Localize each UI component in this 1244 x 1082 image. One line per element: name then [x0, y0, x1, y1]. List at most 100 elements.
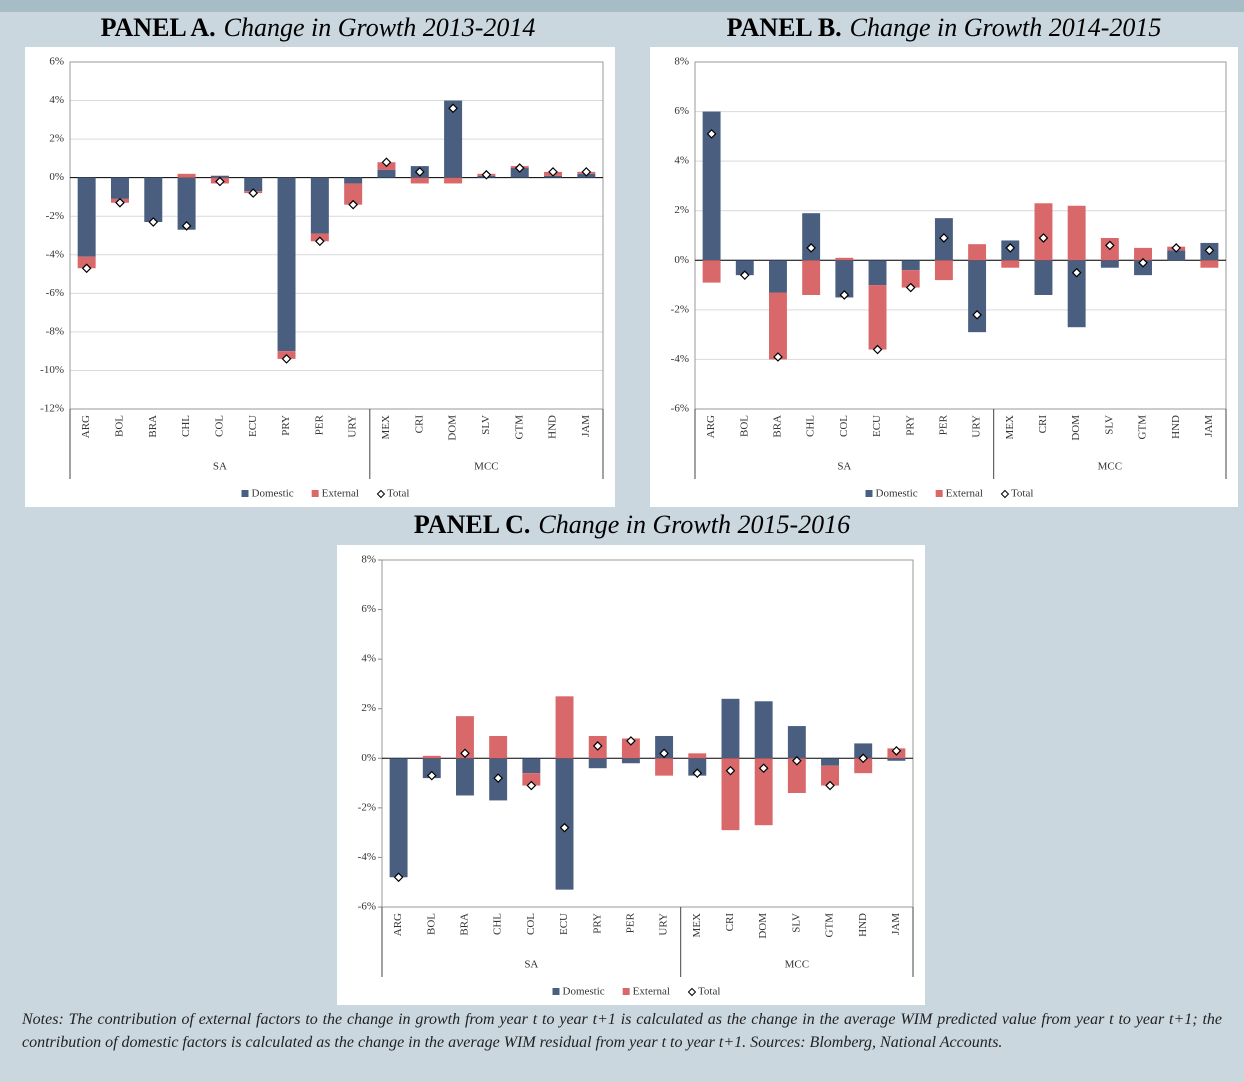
- bar-segment: [754, 701, 773, 759]
- total-marker: [939, 233, 949, 243]
- legend-label: External: [633, 986, 670, 998]
- total-marker: [806, 243, 817, 253]
- x-tick-label: DOM: [1070, 415, 1082, 441]
- legend-swatch: [311, 490, 319, 497]
- total-marker: [393, 872, 404, 883]
- y-tick-label: 2%: [49, 133, 64, 145]
- bar-segment: [1034, 260, 1053, 295]
- y-tick-label: 2%: [361, 702, 376, 714]
- bar-segment: [754, 758, 773, 826]
- bar-segment: [588, 758, 607, 769]
- bar-segment: [310, 177, 329, 234]
- total-marker: [739, 270, 750, 281]
- y-tick-label: -6%: [358, 901, 376, 913]
- bar-segment: [555, 696, 574, 759]
- bar-segment: [868, 285, 887, 350]
- x-tick-label: BRA: [147, 415, 159, 438]
- bar-segment: [721, 698, 740, 759]
- group-label: SA: [213, 461, 227, 473]
- total-marker: [773, 352, 783, 362]
- chart-title: PANEL C. Change in Growth 2015-2016: [414, 510, 850, 539]
- bar-segment: [1167, 250, 1186, 261]
- total-marker: [905, 282, 916, 293]
- panel-label: PANEL C.: [414, 510, 531, 539]
- total-marker: [659, 748, 669, 759]
- x-tick-label: HND: [1170, 415, 1182, 439]
- bar-segment: [77, 177, 96, 257]
- legend-label: Domestic: [876, 488, 918, 500]
- notes: Notes: The contribution of external fact…: [22, 1011, 1222, 1051]
- x-tick-label: JAM: [580, 415, 592, 437]
- x-tick-label: CRI: [413, 415, 425, 434]
- x-tick-label: URY: [658, 913, 670, 936]
- y-tick-label: 0%: [674, 254, 689, 266]
- x-tick-label: DOM: [757, 913, 769, 939]
- total-marker: [314, 236, 325, 247]
- total-marker: [1104, 240, 1115, 251]
- total-marker: [825, 780, 835, 791]
- total-marker: [348, 199, 359, 210]
- bar-segment: [721, 758, 740, 831]
- bar-segment: [177, 173, 196, 178]
- bar-segment: [1067, 205, 1086, 261]
- bar-segment: [389, 758, 408, 878]
- total-marker: [872, 344, 883, 355]
- total-marker: [791, 755, 802, 766]
- y-tick-label: -2%: [358, 801, 376, 813]
- bar-segment: [456, 758, 474, 796]
- total-marker: [559, 822, 570, 833]
- group-label: MCC: [1098, 461, 1122, 473]
- total-marker: [839, 290, 850, 300]
- total-marker: [514, 163, 525, 173]
- total-marker: [460, 748, 470, 759]
- bar-segment: [444, 100, 463, 178]
- bar-segment: [934, 260, 953, 281]
- chart-title: PANEL A. Change in Growth 2013-2014: [101, 13, 536, 42]
- bar-segment: [489, 735, 508, 759]
- x-tick-label: CRI: [1037, 415, 1049, 434]
- total-marker: [972, 309, 982, 320]
- legend-label: Total: [698, 986, 720, 998]
- x-tick-label: BOL: [425, 913, 437, 935]
- bar-segment: [787, 726, 806, 759]
- bar-segment: [1100, 260, 1119, 268]
- legend-label: Total: [387, 488, 409, 500]
- x-tick-label: URY: [347, 415, 359, 438]
- bar-segment: [621, 738, 640, 759]
- total-marker: [1138, 257, 1148, 268]
- legend-swatch: [552, 988, 560, 995]
- bar-segment: [655, 758, 674, 776]
- total-marker: [581, 167, 592, 177]
- y-tick-label: -12%: [40, 403, 64, 415]
- legend-marker: [1000, 489, 1010, 499]
- bar-segment: [735, 260, 754, 276]
- bar-segment: [821, 758, 839, 766]
- bar-segment: [901, 270, 920, 288]
- x-tick-label: DOM: [447, 415, 459, 441]
- legend-swatch: [622, 988, 630, 995]
- bar-segment: [802, 213, 821, 261]
- legend-swatch: [241, 490, 249, 497]
- bar-segment: [655, 735, 674, 759]
- bar-segment: [1200, 260, 1219, 268]
- bar-segment: [410, 177, 429, 184]
- y-tick-label: -4%: [46, 248, 64, 260]
- y-tick-label: 0%: [361, 752, 376, 764]
- y-tick-label: 4%: [49, 94, 64, 106]
- bar-segment: [1134, 260, 1152, 276]
- x-tick-label: COL: [213, 415, 225, 437]
- bar-segment: [144, 177, 163, 223]
- x-tick-label: ARG: [392, 913, 404, 936]
- bar-segment: [769, 260, 787, 293]
- group-label: SA: [524, 959, 538, 971]
- group-label: MCC: [785, 959, 809, 971]
- x-tick-label: PRY: [904, 415, 916, 436]
- total-marker: [592, 741, 603, 751]
- y-tick-label: 6%: [674, 105, 689, 117]
- legend-swatch: [865, 490, 873, 497]
- panel-label: PANEL A.: [101, 13, 216, 42]
- bar-segment: [702, 111, 721, 261]
- total-marker: [81, 263, 92, 274]
- chart-title: PANEL B. Change in Growth 2014-2015: [727, 13, 1162, 42]
